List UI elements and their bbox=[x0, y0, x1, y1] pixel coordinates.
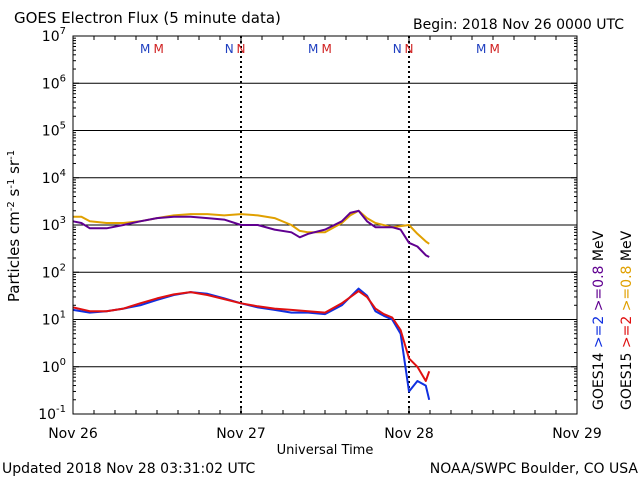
marker-label: M bbox=[308, 42, 318, 56]
svg-text:Particles cm-2 s-1 sr-1: Particles cm-2 s-1 sr-1 bbox=[5, 150, 23, 302]
marker-label: M bbox=[140, 42, 150, 56]
legend-entry: >=2 bbox=[591, 316, 607, 353]
y-tick-label: 105 bbox=[42, 121, 66, 140]
updated-text: Updated 2018 Nov 28 03:31:02 UTC bbox=[2, 461, 255, 477]
series-lines bbox=[72, 209, 431, 401]
legend-entry: >=0.8 bbox=[591, 266, 607, 316]
x-tick-label: Nov 28 bbox=[384, 426, 434, 442]
legend-entry: GOES15 bbox=[619, 353, 635, 410]
legend-entry: GOES14 bbox=[591, 352, 607, 410]
y-axis-label: Particles cm-2 s-1 sr-1 bbox=[5, 150, 23, 302]
marker-label: N bbox=[225, 42, 234, 56]
legend-entry: MeV bbox=[619, 230, 635, 265]
marker-label: N bbox=[393, 42, 402, 56]
marker-label: M bbox=[490, 42, 500, 56]
x-axis-label: Universal Time bbox=[277, 443, 374, 458]
x-tick-label: Nov 27 bbox=[216, 426, 266, 442]
y-tick-label: 104 bbox=[42, 168, 66, 187]
x-tick-label: Nov 29 bbox=[552, 426, 602, 442]
grid-lines bbox=[73, 36, 577, 414]
legend-entry: >=2 bbox=[619, 316, 635, 353]
marker-label: M bbox=[154, 42, 164, 56]
y-tick-label: 101 bbox=[42, 310, 66, 329]
marker-label: N bbox=[237, 42, 246, 56]
legend-text: GOES14 >=2 >=0.8 MeV bbox=[591, 230, 607, 410]
y-tick-label: 107 bbox=[42, 26, 66, 45]
series-line bbox=[72, 287, 431, 401]
series-line bbox=[72, 209, 430, 258]
marker-label: M bbox=[322, 42, 332, 56]
y-axis-ticks: 107 106 105 104 103 102 101 100 10-1 bbox=[38, 26, 577, 423]
chart-title: GOES Electron Flux (5 minute data) bbox=[14, 9, 281, 27]
x-axis-ticks: Nov 26 Nov 27 Nov 28 Nov 29 bbox=[48, 36, 602, 442]
y-tick-label: 103 bbox=[42, 215, 66, 234]
y-tick-label: 106 bbox=[42, 73, 66, 92]
y-tick-label: 102 bbox=[42, 262, 66, 281]
marker-label: M bbox=[476, 42, 486, 56]
legend-entry: >=0.8 bbox=[619, 266, 635, 316]
credit-text: NOAA/SWPC Boulder, CO USA bbox=[430, 461, 639, 477]
x-tick-label: Nov 26 bbox=[48, 426, 98, 442]
y-tick-label: 100 bbox=[42, 357, 66, 376]
series-line bbox=[72, 290, 431, 382]
y-label-particles: Particles cm bbox=[5, 211, 23, 302]
legend-entry: MeV bbox=[591, 230, 607, 265]
y-tick-label: 10-1 bbox=[38, 404, 66, 423]
legend-column: GOES14 >=2 >=0.8 MeV bbox=[591, 230, 607, 410]
legend-column: GOES15 >=2 >=0.8 MeV bbox=[619, 230, 635, 410]
legend-text: GOES15 >=2 >=0.8 MeV bbox=[619, 230, 635, 410]
marker-label: N bbox=[405, 42, 414, 56]
begin-time: Begin: 2018 Nov 26 0000 UTC bbox=[413, 17, 624, 33]
